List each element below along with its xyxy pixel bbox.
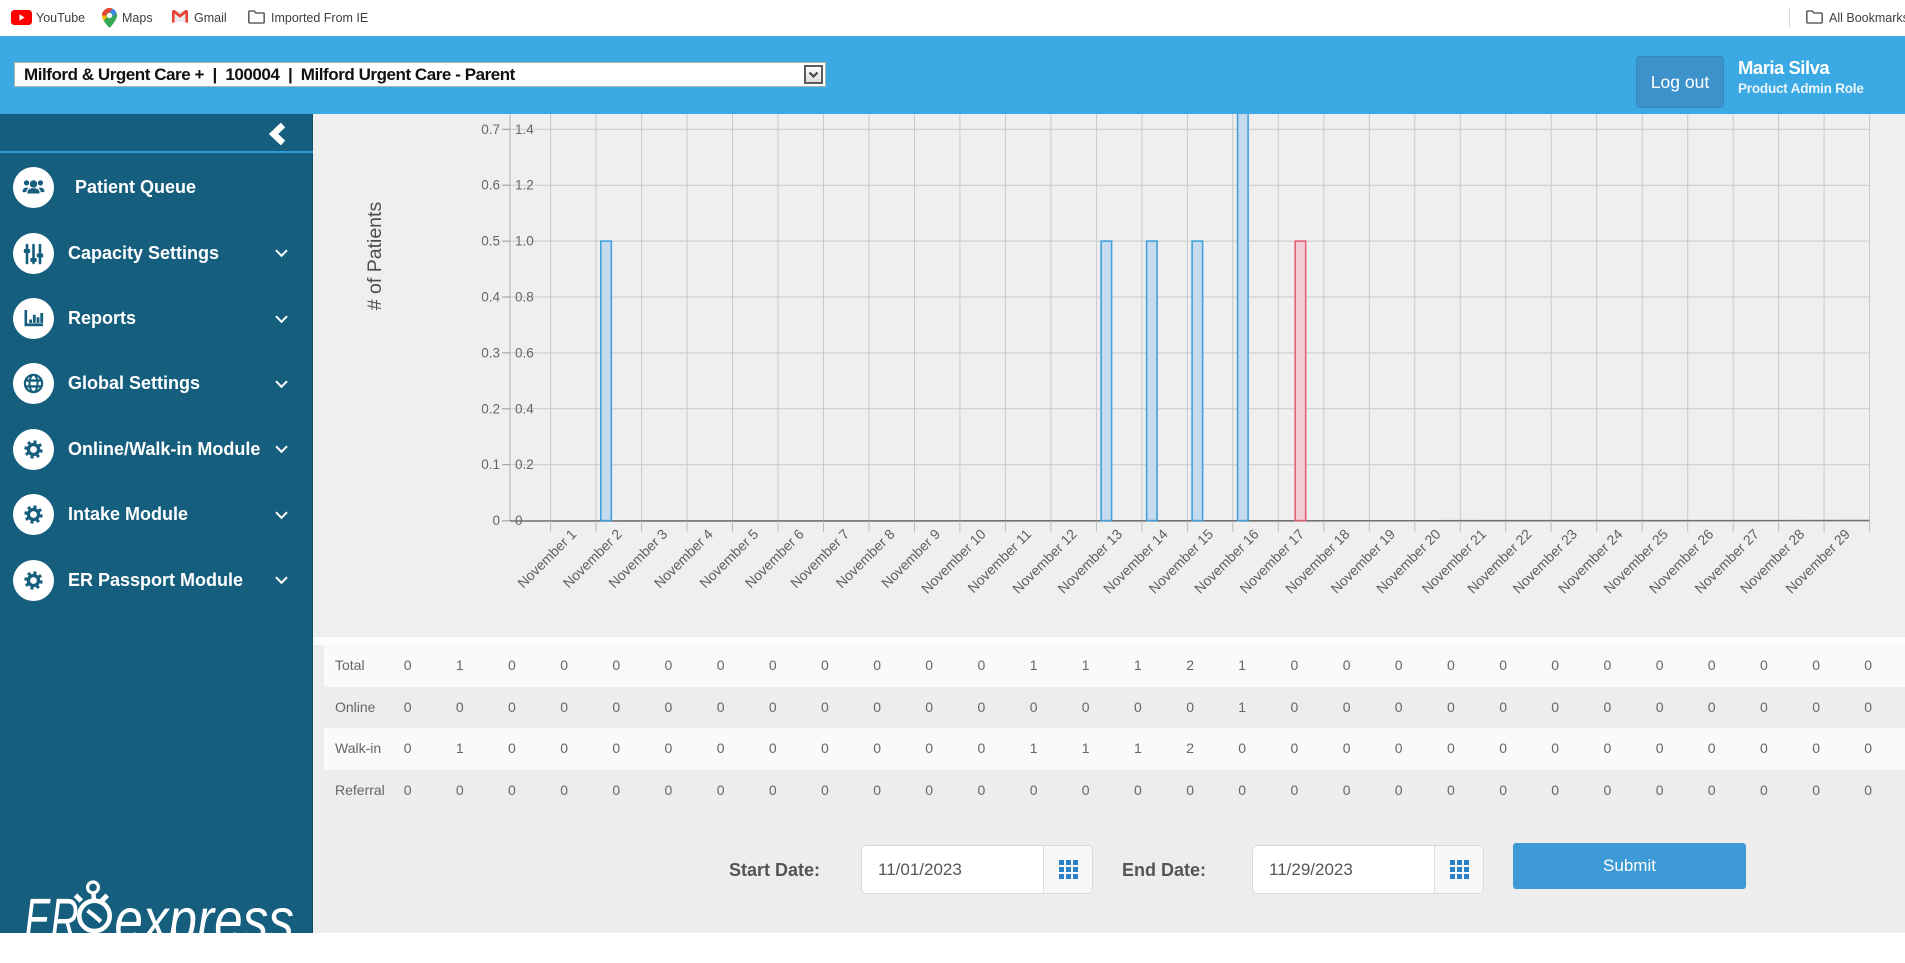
svg-text:0.6: 0.6 [481,178,500,193]
svg-text:express: express [114,886,293,954]
svg-text:0.2: 0.2 [481,401,500,416]
svg-text:0.6: 0.6 [515,345,534,360]
svg-text:0.3: 0.3 [481,345,500,360]
svg-text:0: 0 [492,513,500,528]
svg-text:0.1: 0.1 [481,457,500,472]
svg-text:1.4: 1.4 [515,122,534,137]
svg-text:0: 0 [515,513,523,528]
svg-text:1.2: 1.2 [515,178,534,193]
svg-text:0.2: 0.2 [515,457,534,472]
svg-text:ER: ER [24,886,78,954]
svg-text:0.4: 0.4 [481,290,500,305]
svg-text:# of Patients: # of Patients [364,202,386,311]
svg-text:1.0: 1.0 [515,234,534,249]
svg-text:0.8: 0.8 [515,290,534,305]
svg-text:0.4: 0.4 [515,401,534,416]
svg-text:0.7: 0.7 [481,122,500,137]
svg-text:0.5: 0.5 [481,234,500,249]
